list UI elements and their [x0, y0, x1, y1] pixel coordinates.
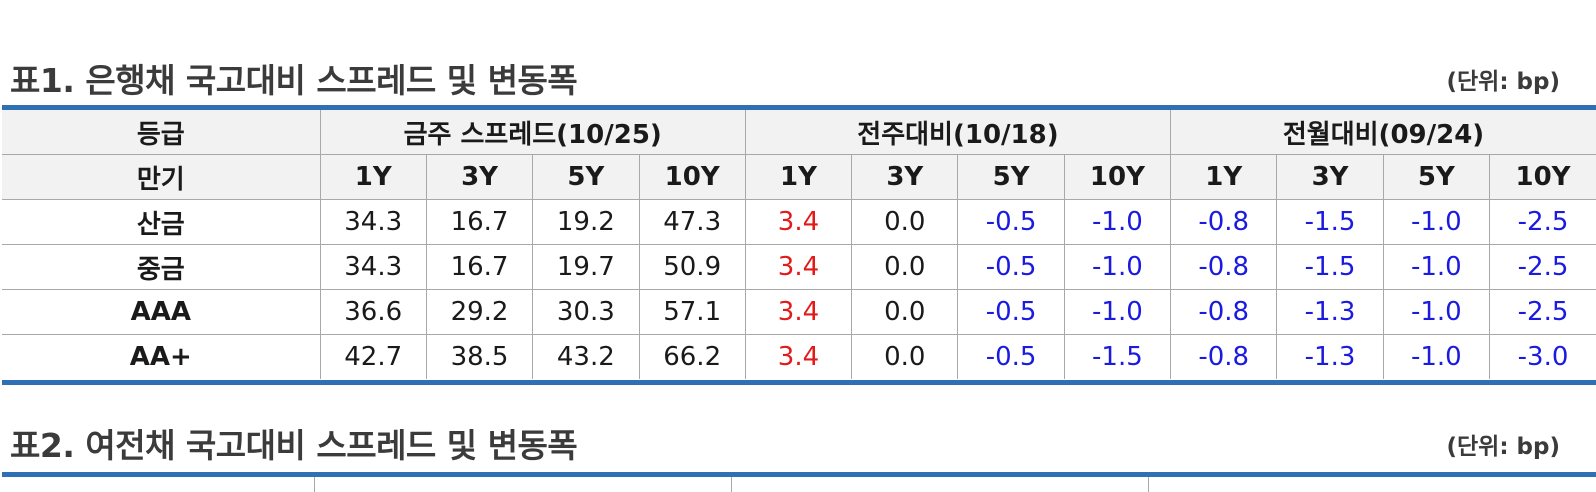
table-cell: 36.6 — [319, 289, 427, 335]
table-cell: 66.2 — [638, 334, 746, 379]
table2-title: 표2. 여전채 국고대비 스프레드 및 변동폭 — [10, 426, 578, 465]
table1-header-row-groups: 등급 금주 스프레드(10/25) 전주대비(10/18) 전월대비(09/24… — [2, 110, 1596, 155]
table1-top-rule — [2, 105, 1596, 110]
table-cell: 57.1 — [638, 289, 746, 335]
header-group-vs-last-week: 전주대비(10/18) — [744, 110, 1172, 155]
table-cell: 3.4 — [744, 244, 853, 290]
table-cell: 16.7 — [425, 244, 534, 290]
table-cell: -0.5 — [957, 289, 1065, 335]
table-cell: 34.3 — [319, 244, 427, 290]
table-cell: -1.5 — [1063, 334, 1172, 379]
table-cell: 0.0 — [851, 244, 959, 290]
table1-unit: (단위: bp) — [1446, 69, 1560, 95]
table1-title-row: 표1. 은행채 국고대비 스프레드 및 변동폭 (단위: bp) — [0, 60, 1596, 104]
table1-title: 표1. 은행채 국고대비 스프레드 및 변동폭 — [10, 61, 578, 100]
table-cell: -1.0 — [1063, 289, 1172, 335]
table2-partial-header — [2, 477, 1596, 492]
table-cell: -1.0 — [1063, 244, 1172, 290]
table-cell: -0.8 — [1170, 289, 1278, 335]
row-grade: AA+ — [2, 334, 321, 379]
table-cell: -1.0 — [1382, 334, 1491, 379]
header-tenor: 1Y — [1170, 154, 1278, 200]
header-tenor: 5Y — [532, 154, 640, 200]
row-grade: 산금 — [2, 199, 321, 245]
row-grade: 중금 — [2, 244, 321, 290]
table-cell: 16.7 — [425, 199, 534, 245]
table-cell: 34.3 — [319, 199, 427, 245]
header-tenor: 5Y — [1382, 154, 1491, 200]
table-cell: 0.0 — [851, 199, 959, 245]
table-cell: -1.0 — [1382, 289, 1491, 335]
table-cell: -1.3 — [1276, 289, 1384, 335]
table2-unit: (단위: bp) — [1446, 434, 1560, 460]
table-cell: -2.5 — [1489, 244, 1596, 290]
table-cell: -1.0 — [1382, 199, 1491, 245]
header-tenor: 1Y — [744, 154, 853, 200]
table-row: 산금 34.3 16.7 19.2 47.3 3.4 0.0 -0.5 -1.0… — [2, 199, 1596, 245]
table-cell: 3.4 — [744, 199, 853, 245]
table2-title-row: 표2. 여전채 국고대비 스프레드 및 변동폭 (단위: bp) — [0, 425, 1596, 469]
table-cell: 43.2 — [532, 334, 640, 379]
table-cell: 38.5 — [425, 334, 534, 379]
table-cell: 3.4 — [744, 334, 853, 379]
table1-header-row-tenors: 만기 1Y 3Y 5Y 10Y 1Y 3Y 5Y 10Y 1Y 3Y 5Y 10… — [2, 154, 1596, 200]
table-cell: -2.5 — [1489, 199, 1596, 245]
row-grade: AAA — [2, 289, 321, 335]
header-grade: 등급 — [2, 110, 321, 155]
table-cell: -1.3 — [1276, 334, 1384, 379]
header-tenor: 10Y — [638, 154, 746, 200]
header-group-this-week: 금주 스프레드(10/25) — [319, 110, 746, 155]
table-cell: -1.5 — [1276, 244, 1384, 290]
table-cell: 19.7 — [532, 244, 640, 290]
column-divider — [314, 477, 315, 492]
table-cell: 0.0 — [851, 289, 959, 335]
header-maturity: 만기 — [2, 154, 321, 200]
table-cell: 29.2 — [425, 289, 534, 335]
header-tenor: 1Y — [319, 154, 427, 200]
table-cell: -0.8 — [1170, 199, 1278, 245]
header-tenor: 3Y — [425, 154, 534, 200]
table1-bottom-rule — [2, 380, 1596, 385]
table-cell: 19.2 — [532, 199, 640, 245]
header-tenor: 10Y — [1489, 154, 1596, 200]
table-row: AAA 36.6 29.2 30.3 57.1 3.4 0.0 -0.5 -1.… — [2, 289, 1596, 335]
header-tenor: 3Y — [1276, 154, 1384, 200]
table-cell: 0.0 — [851, 334, 959, 379]
table1: 등급 금주 스프레드(10/25) 전주대비(10/18) 전월대비(09/24… — [2, 110, 1596, 379]
table-cell: -2.5 — [1489, 289, 1596, 335]
table-cell: 30.3 — [532, 289, 640, 335]
table2-top-rule — [2, 472, 1596, 477]
table-cell: 3.4 — [744, 289, 853, 335]
table-cell: -3.0 — [1489, 334, 1596, 379]
table-cell: -1.0 — [1063, 199, 1172, 245]
table-cell: -0.5 — [957, 244, 1065, 290]
table-row: 중금 34.3 16.7 19.7 50.9 3.4 0.0 -0.5 -1.0… — [2, 244, 1596, 290]
column-divider — [1148, 477, 1149, 492]
header-tenor: 5Y — [957, 154, 1065, 200]
table-cell: -1.0 — [1382, 244, 1491, 290]
table-cell: -1.5 — [1276, 199, 1384, 245]
header-tenor: 10Y — [1063, 154, 1172, 200]
column-divider — [731, 477, 732, 492]
header-tenor: 3Y — [851, 154, 959, 200]
table-cell: -0.5 — [957, 334, 1065, 379]
table-cell: -0.8 — [1170, 334, 1278, 379]
table-cell: -0.8 — [1170, 244, 1278, 290]
table-row: AA+ 42.7 38.5 43.2 66.2 3.4 0.0 -0.5 -1.… — [2, 334, 1596, 379]
table-cell: 47.3 — [638, 199, 746, 245]
table-cell: 42.7 — [319, 334, 427, 379]
header-group-vs-last-month: 전월대비(09/24) — [1170, 110, 1596, 155]
table-cell: 50.9 — [638, 244, 746, 290]
table-cell: -0.5 — [957, 199, 1065, 245]
